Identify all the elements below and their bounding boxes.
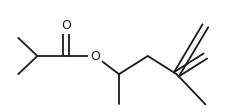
Text: O: O (61, 19, 71, 32)
Text: O: O (90, 50, 100, 62)
